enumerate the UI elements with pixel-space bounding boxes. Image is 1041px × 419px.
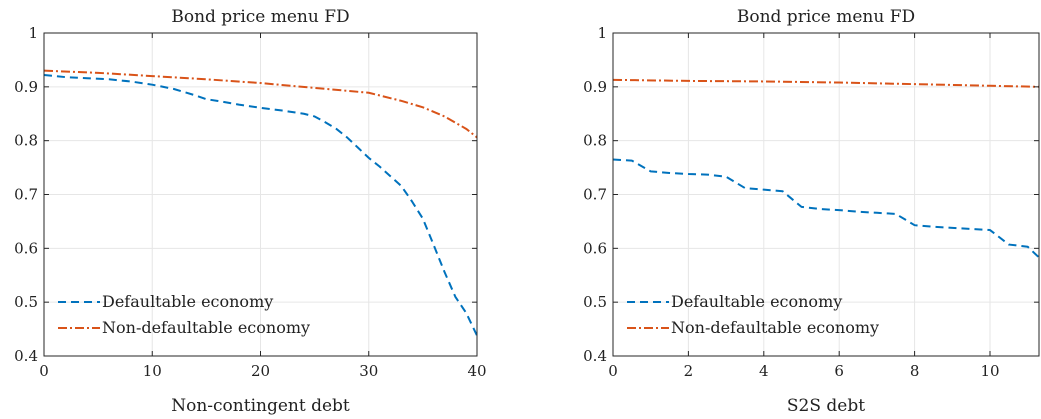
- y-tick-label: 0.8: [14, 132, 38, 150]
- x-tick-label: 6: [834, 362, 844, 380]
- series-group: [44, 69, 477, 336]
- y-tick-label: 1: [597, 24, 607, 42]
- x-axis-label: Non-contingent debt: [171, 396, 350, 416]
- x-tick-label: 0: [39, 362, 49, 380]
- x-tick-label: 0: [608, 362, 618, 380]
- series-line-defaultable: [613, 158, 1039, 259]
- series-group: [613, 78, 1039, 259]
- y-tick-label: 1: [28, 24, 38, 42]
- legend-label-defaultable: Defaultable economy: [102, 292, 273, 311]
- y-tick-label: 0.5: [14, 293, 38, 311]
- series-line-non-defaultable: [613, 78, 1039, 88]
- y-tick-label: 0.6: [583, 239, 607, 257]
- y-tick-label: 0.7: [14, 186, 38, 204]
- y-tick-label: 0.7: [583, 186, 607, 204]
- y-tick-label: 0.4: [583, 347, 607, 365]
- x-tick-label: 20: [251, 362, 270, 380]
- y-tick-label: 0.4: [14, 347, 38, 365]
- chart-title: Bond price menu FD: [737, 7, 915, 27]
- x-axis-label: S2S debt: [787, 396, 865, 416]
- y-tick-label: 0.9: [14, 78, 38, 96]
- series-line-non-defaultable: [44, 69, 477, 139]
- x-tick-label: 4: [759, 362, 769, 380]
- legend-label-non-defaultable: Non-defaultable economy: [102, 318, 310, 337]
- legend-label-defaultable: Defaultable economy: [671, 292, 842, 311]
- chart-title: Bond price menu FD: [171, 7, 349, 27]
- y-tick-label: 0.8: [583, 132, 607, 150]
- x-tick-label: 40: [467, 362, 486, 380]
- x-tick-label: 10: [980, 362, 999, 380]
- y-tick-label: 0.9: [583, 78, 607, 96]
- x-tick-label: 8: [910, 362, 920, 380]
- series-line-defaultable: [44, 73, 477, 336]
- left-chart-panel: 0 10 20 30 40 0.4 0.5 0.6 0.7 0.8 0.9 1 Bond price m…: [14, 7, 486, 416]
- x-tick-label: 30: [359, 362, 378, 380]
- x-tick-label: 10: [143, 362, 162, 380]
- y-tick-label: 0.6: [14, 239, 38, 257]
- x-tick-label: 2: [684, 362, 694, 380]
- right-chart-panel: 0 2 4 6 8 10 0.4 0.5 0.6 0.7 0.8 0.9 1 Bond price men…: [583, 7, 1040, 416]
- y-tick-label: 0.5: [583, 293, 607, 311]
- legend-label-non-defaultable: Non-defaultable economy: [671, 318, 879, 337]
